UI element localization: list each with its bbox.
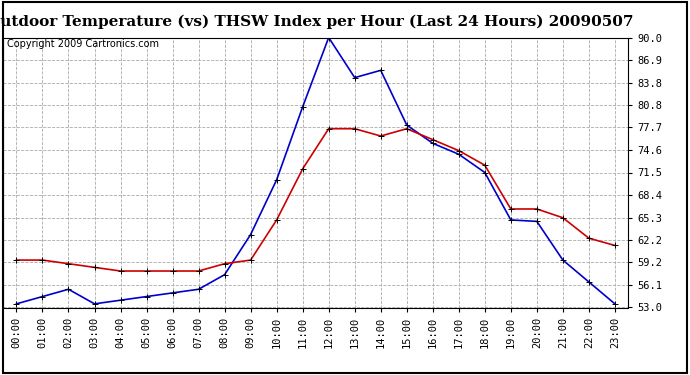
Text: Copyright 2009 Cartronics.com: Copyright 2009 Cartronics.com [7, 39, 159, 49]
Text: Outdoor Temperature (vs) THSW Index per Hour (Last 24 Hours) 20090507: Outdoor Temperature (vs) THSW Index per … [0, 15, 633, 29]
